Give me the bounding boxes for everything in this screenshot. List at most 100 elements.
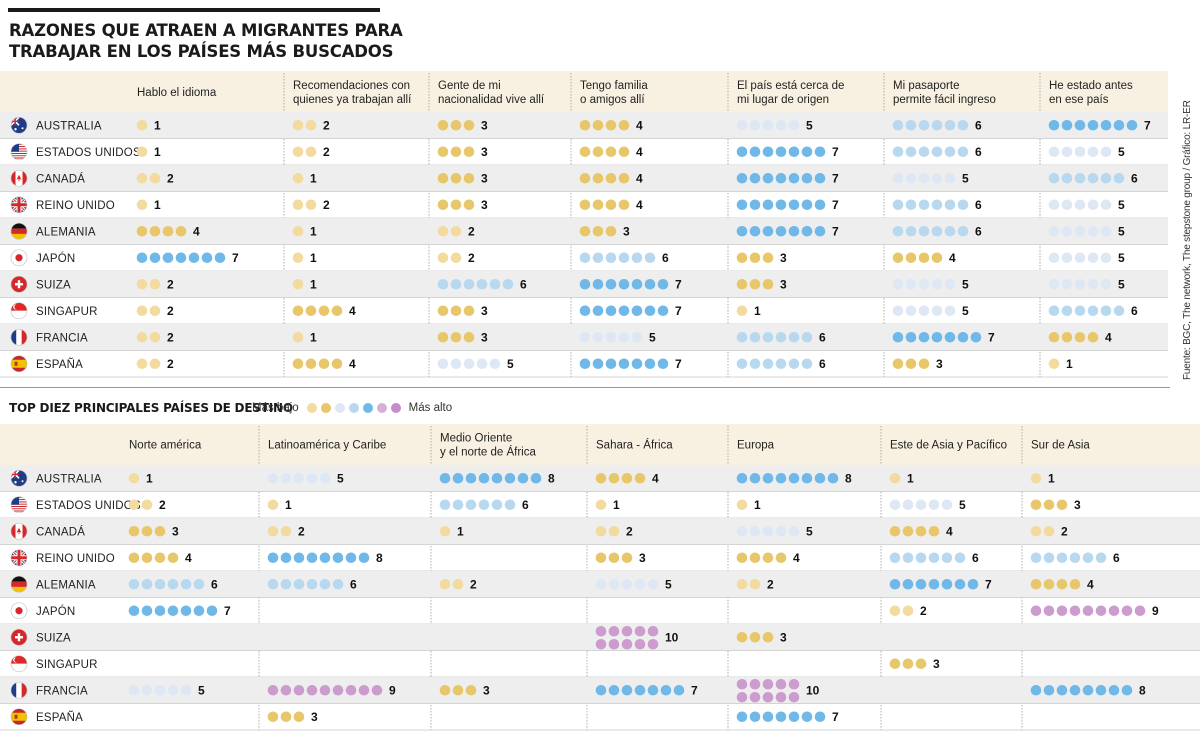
column-header: Norte américa bbox=[129, 440, 202, 452]
value-dot bbox=[292, 199, 304, 211]
value-dot bbox=[905, 119, 917, 131]
value-dot bbox=[1074, 278, 1086, 290]
value-dot bbox=[944, 172, 956, 184]
column-header-line: Gente de mi bbox=[438, 80, 501, 92]
value-dot bbox=[149, 331, 161, 343]
value-dot bbox=[463, 146, 475, 158]
value-dot bbox=[915, 499, 927, 511]
dot-cell: 5 bbox=[892, 304, 969, 318]
dot-cell: 4 bbox=[1048, 330, 1112, 344]
value-dot bbox=[136, 252, 148, 264]
value-label: 1 bbox=[457, 524, 464, 538]
value-dot bbox=[293, 472, 305, 484]
value-dot bbox=[941, 578, 953, 590]
value-dot bbox=[915, 525, 927, 537]
value-label: 4 bbox=[349, 304, 356, 318]
value-dot bbox=[280, 711, 292, 723]
value-dot bbox=[1056, 578, 1068, 590]
value-dot bbox=[762, 631, 774, 643]
value-dot bbox=[1134, 605, 1146, 617]
value-dot bbox=[957, 225, 969, 237]
value-dot bbox=[592, 358, 604, 370]
dot-cell: 2 bbox=[136, 304, 174, 318]
country-label: ESTADOS UNIDOS bbox=[36, 147, 141, 159]
value-dot bbox=[579, 119, 591, 131]
value-dot bbox=[1069, 684, 1081, 696]
value-dot bbox=[136, 305, 148, 317]
value-dot bbox=[489, 358, 501, 370]
dot-cell: 1 bbox=[136, 198, 161, 212]
dot-cell: 7 bbox=[736, 198, 839, 212]
value-dot bbox=[736, 305, 748, 317]
dot-cell: 6 bbox=[736, 357, 826, 371]
value-label: 6 bbox=[350, 577, 357, 591]
dot-cell: 7 bbox=[736, 171, 839, 185]
value-dot bbox=[618, 146, 630, 158]
value-dot bbox=[1108, 605, 1120, 617]
value-label: 7 bbox=[691, 683, 698, 697]
country-label: JAPÓN bbox=[36, 252, 75, 265]
value-dot bbox=[1030, 605, 1042, 617]
value-dot bbox=[931, 278, 943, 290]
column-header: Mi pasaporte permite fácil ingreso bbox=[893, 80, 996, 106]
value-dot bbox=[319, 578, 331, 590]
column-header-line: Norte américa bbox=[129, 440, 202, 452]
value-dot bbox=[450, 172, 462, 184]
value-dot bbox=[944, 119, 956, 131]
country-label: SUIZA bbox=[36, 632, 71, 644]
dot-cell: 7 bbox=[889, 577, 992, 591]
dot-cell: 6 bbox=[1030, 551, 1120, 565]
value-dot bbox=[592, 172, 604, 184]
table-row: REINO UNIDO 1 2 3 4 7 6 5 bbox=[0, 196, 1168, 219]
value-label: 2 bbox=[167, 357, 174, 371]
value-label: 1 bbox=[754, 304, 761, 318]
value-dot bbox=[905, 358, 917, 370]
value-dot bbox=[1082, 684, 1094, 696]
value-dot bbox=[1087, 225, 1099, 237]
value-dot bbox=[1100, 252, 1112, 264]
value-dot bbox=[892, 146, 904, 158]
dot-cell: 6 bbox=[892, 118, 982, 132]
value-dot bbox=[631, 252, 643, 264]
table-row: ALEMANIA 4 1 2 3 7 6 5 bbox=[0, 218, 1168, 245]
value-dot bbox=[915, 658, 927, 670]
value-dot bbox=[180, 605, 192, 617]
value-dot bbox=[141, 499, 153, 511]
value-dot bbox=[306, 578, 318, 590]
table-row: SINGAPUR 3 bbox=[0, 655, 1200, 678]
value-dot bbox=[476, 358, 488, 370]
country-label: REINO UNIDO bbox=[36, 553, 115, 565]
value-dot bbox=[1087, 305, 1099, 317]
value-label: 3 bbox=[311, 710, 318, 724]
value-dot bbox=[605, 146, 617, 158]
value-dot bbox=[749, 711, 761, 723]
value-dot bbox=[1048, 358, 1060, 370]
value-label: 5 bbox=[962, 277, 969, 291]
value-dot bbox=[175, 225, 187, 237]
value-label: 1 bbox=[310, 224, 317, 238]
dot-cell: 7 bbox=[736, 710, 839, 724]
value-dot bbox=[736, 472, 748, 484]
dot-cell: 4 bbox=[579, 171, 643, 185]
value-dot bbox=[902, 658, 914, 670]
value-dot bbox=[180, 684, 192, 696]
value-dot bbox=[504, 499, 516, 511]
value-dot bbox=[775, 119, 787, 131]
value-dot bbox=[621, 472, 633, 484]
dot-cell: 2 bbox=[136, 171, 174, 185]
value-dot bbox=[644, 278, 656, 290]
dot-cell: 1 bbox=[1030, 471, 1055, 485]
value-dot bbox=[305, 119, 317, 131]
value-label: 1 bbox=[154, 145, 161, 159]
flag-spain-icon bbox=[10, 355, 28, 373]
value-dot bbox=[167, 578, 179, 590]
dot-cell: 2 bbox=[736, 577, 774, 591]
title-line-2: TRABAJAR EN LOS PAÍSES MÁS BUSCADOS bbox=[9, 42, 394, 61]
value-dot bbox=[318, 305, 330, 317]
value-dot bbox=[749, 119, 761, 131]
value-label: 1 bbox=[310, 330, 317, 344]
value-dot bbox=[1030, 525, 1042, 537]
value-dot bbox=[595, 472, 607, 484]
value-dot bbox=[1043, 578, 1055, 590]
column-header: Europa bbox=[737, 440, 775, 452]
